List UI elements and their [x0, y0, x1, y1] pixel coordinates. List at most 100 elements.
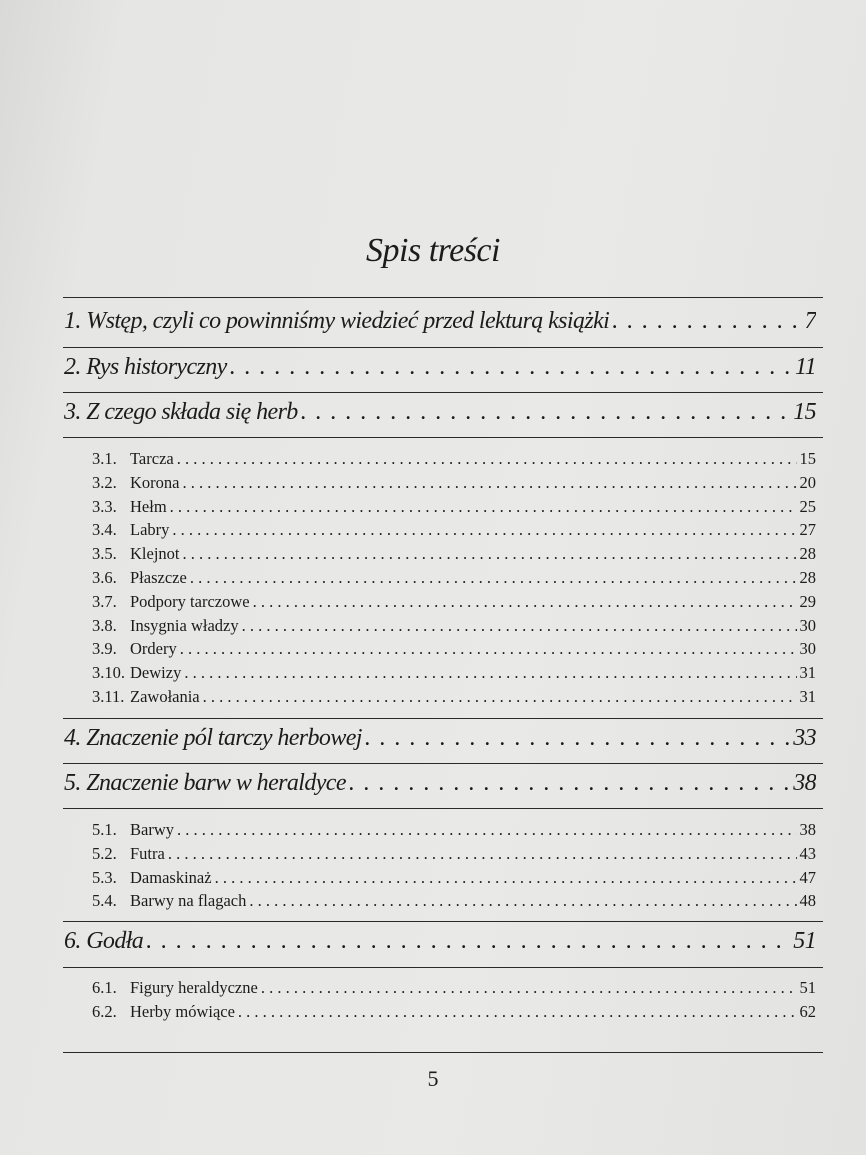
entry-page: 20 [799, 472, 817, 492]
section-number: 3.2. [92, 472, 117, 492]
entry-page: 38 [793, 770, 816, 796]
toc-subsection: 5.2. Futra 43 [92, 844, 816, 864]
divider [63, 1052, 823, 1053]
section-number: 3.9. [92, 639, 117, 659]
toc-subsection: 6.1. Figury heraldyczne 51 [92, 978, 816, 998]
toc-subsection: 3.3. Hełm 25 [92, 497, 816, 517]
toc-subsection: 6.2. Herby mówiące 62 [92, 1002, 816, 1022]
dot-leader [203, 687, 797, 707]
entry-page: 31 [799, 663, 817, 683]
section-number: 3.10. [92, 663, 125, 683]
dot-leader [183, 544, 797, 564]
entry-label: Barwy [130, 820, 174, 839]
section-number: 3.3. [92, 496, 117, 516]
dot-leader [301, 399, 790, 426]
entry-page: 43 [799, 843, 817, 863]
entry-page: 28 [799, 568, 817, 587]
entry-label: 5. Znaczenie barw w heraldyce [64, 770, 346, 796]
dot-leader [177, 820, 797, 840]
entry-page: 51 [799, 978, 817, 997]
toc-chapter: 4. Znaczenie pól tarczy herbowej 33 [64, 725, 816, 752]
divider [63, 347, 823, 348]
toc-subsection: 3.9. Ordery 30 [92, 639, 816, 659]
dot-leader [238, 1002, 797, 1022]
dot-leader [172, 520, 796, 540]
dot-leader [170, 497, 797, 517]
entry-label: 1. Wstęp, czyli co powinniśmy wiedzieć p… [64, 308, 610, 334]
toc-chapter: 1. Wstęp, czyli co powinniśmy wiedzieć p… [64, 308, 816, 335]
entry-page: 11 [794, 354, 816, 380]
dot-leader [253, 592, 797, 612]
entry-page: 48 [799, 891, 817, 911]
section-number: 3.6. [92, 568, 117, 587]
dot-leader [190, 568, 797, 588]
toc-subsection: 3.6. Płaszcze 28 [92, 568, 816, 588]
divider [63, 718, 823, 719]
toc-subsection: 5.1. Barwy 38 [92, 820, 816, 840]
divider [63, 297, 823, 298]
entry-label: Ordery [130, 639, 177, 659]
divider [63, 967, 823, 968]
section-number: 6.2. [92, 1001, 117, 1021]
toc-subsection: 3.10.Dewizy 31 [92, 663, 816, 683]
entry-label: Hełm [130, 496, 167, 516]
entry-page: 62 [799, 1001, 817, 1021]
toc-subsection: 3.11. Zawołania 31 [92, 687, 816, 707]
section-number: 3.4. [92, 520, 117, 540]
dot-leader [365, 725, 790, 752]
toc-chapter: 5. Znaczenie barw w heraldyce 38 [64, 770, 816, 797]
section-number: 3.1. [92, 449, 117, 468]
section-number: 5.3. [92, 867, 117, 887]
entry-page: 31 [799, 687, 817, 706]
entry-page: 25 [799, 496, 817, 516]
entry-label: Tarcza [130, 449, 174, 468]
entry-page: 7 [804, 308, 816, 334]
entry-label: 6. Godła [64, 928, 144, 954]
dot-leader [249, 891, 796, 911]
entry-label: Figury heraldyczne [130, 978, 258, 997]
toc-chapter: 3. Z czego składa się herb 15 [64, 399, 816, 426]
entry-page: 15 [793, 399, 816, 425]
entry-page: 15 [799, 449, 817, 468]
toc-subsection: 3.1. Tarcza 15 [92, 449, 816, 469]
dot-leader [146, 928, 790, 955]
divider [63, 392, 823, 393]
dot-leader [180, 639, 797, 659]
entry-label: 4. Znaczenie pól tarczy herbowej [64, 725, 362, 751]
section-number: 3.7. [92, 591, 117, 611]
section-number: 5.4. [92, 891, 117, 911]
section-number: 3.5. [92, 544, 117, 564]
entry-label: Zawołania [130, 687, 200, 706]
page-title: Spis treści [366, 232, 500, 269]
entry-label: Podpory tarczowe [130, 591, 250, 611]
toc-subsection: 3.7. Podpory tarczowe 29 [92, 592, 816, 612]
section-number: 3.8. [92, 615, 117, 635]
entry-page: 29 [799, 591, 817, 611]
toc-chapter: 6. Godła 51 [64, 928, 816, 955]
toc-chapter: 2. Rys historyczny 11 [64, 354, 816, 381]
dot-leader [349, 770, 790, 797]
entry-label: Barwy na flagach [130, 891, 247, 911]
divider [63, 808, 823, 809]
entry-label: Insygnia władzy [130, 615, 239, 635]
entry-page: 51 [793, 928, 816, 954]
dot-leader [242, 616, 797, 636]
entry-label: Korona [130, 472, 180, 492]
section-number: 5.1. [92, 820, 117, 839]
page-number: 5 [427, 1066, 439, 1091]
entry-label: Dewizy [130, 663, 182, 683]
dot-leader [177, 449, 797, 469]
entry-label: 3. Z czego składa się herb [64, 399, 298, 425]
entry-label: Damaskinaż [130, 867, 212, 887]
entry-label: Labry [130, 520, 170, 540]
dot-leader [612, 308, 801, 335]
entry-page: 38 [799, 820, 817, 839]
entry-page: 28 [799, 544, 817, 564]
entry-page: 30 [799, 639, 817, 659]
entry-label: Futra [130, 843, 165, 863]
toc-subsection: 3.2. Korona 20 [92, 473, 816, 493]
dot-leader [168, 844, 797, 864]
toc-subsection: 5.4. Barwy na flagach 48 [92, 891, 816, 911]
dot-leader [215, 868, 797, 888]
section-number: 3.11. [92, 687, 125, 706]
